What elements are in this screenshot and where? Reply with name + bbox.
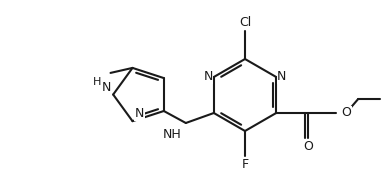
Text: N: N <box>204 70 213 84</box>
Text: F: F <box>241 158 248 172</box>
Text: O: O <box>303 141 313 153</box>
Text: N: N <box>277 70 286 84</box>
Text: O: O <box>341 107 351 119</box>
Text: Cl: Cl <box>239 16 251 28</box>
Text: N: N <box>102 81 111 93</box>
Text: NH: NH <box>163 128 182 141</box>
Text: N: N <box>135 107 144 120</box>
Text: H: H <box>93 76 101 87</box>
